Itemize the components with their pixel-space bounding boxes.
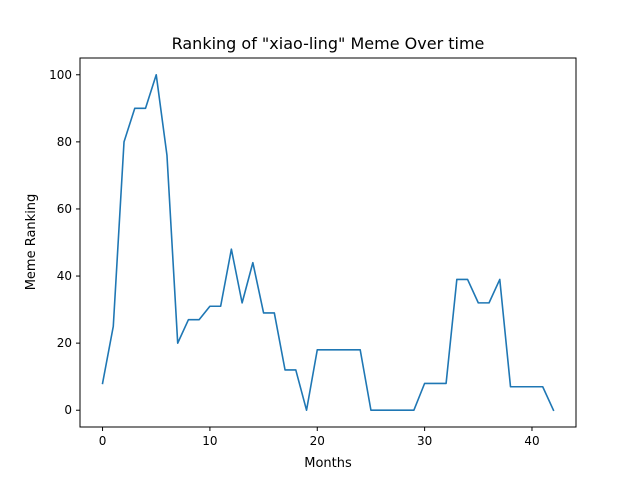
x-tick-label: 30 bbox=[417, 434, 432, 448]
y-tick-label: 80 bbox=[57, 135, 72, 149]
y-tick-label: 20 bbox=[57, 336, 72, 350]
y-tick-label: 100 bbox=[49, 68, 72, 82]
y-tick-label: 0 bbox=[64, 403, 72, 417]
x-axis: 0 10 20 30 40 bbox=[99, 427, 540, 448]
y-axis: 0 20 40 60 80 100 bbox=[49, 68, 80, 417]
axes-frame bbox=[79, 57, 577, 428]
y-tick-label: 60 bbox=[57, 202, 72, 216]
x-tick-label: 0 bbox=[99, 434, 107, 448]
x-tick-label: 10 bbox=[202, 434, 217, 448]
y-axis-label: Meme Ranking bbox=[24, 194, 39, 291]
y-tick-label: 40 bbox=[57, 269, 72, 283]
x-axis-label: Months bbox=[304, 456, 352, 471]
x-tick-label: 40 bbox=[524, 434, 539, 448]
chart-title: Ranking of "xiao-ling" Meme Over time bbox=[172, 34, 485, 53]
series-line bbox=[101, 73, 555, 412]
x-tick-label: 20 bbox=[310, 434, 325, 448]
